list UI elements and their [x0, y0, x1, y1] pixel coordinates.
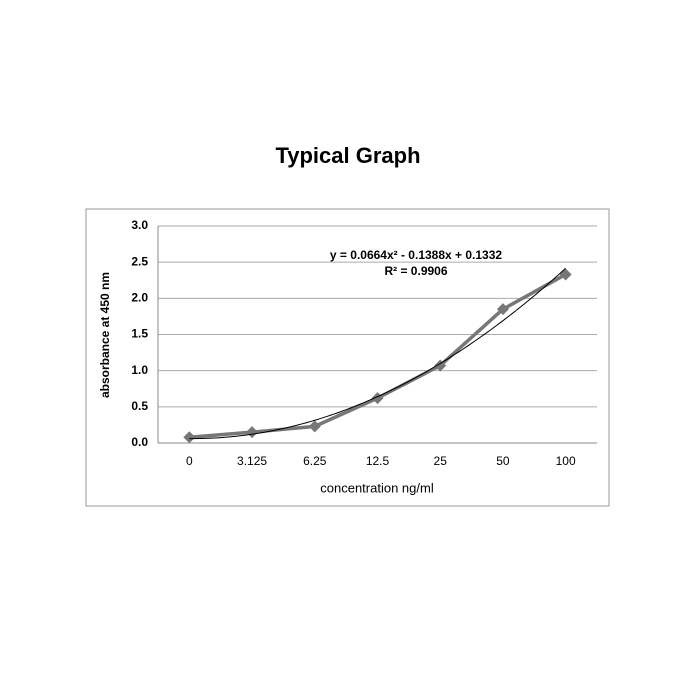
- x-tick-label: 50: [496, 454, 510, 468]
- data-point: [496, 303, 509, 316]
- data-point: [183, 431, 196, 444]
- trendline: [189, 267, 566, 440]
- y-tick-label: 1.0: [131, 363, 148, 377]
- y-tick-label: 1.5: [131, 327, 148, 341]
- y-tick-label: 3.0: [131, 218, 148, 232]
- data-point: [434, 359, 447, 372]
- y-tick-label: 2.0: [131, 291, 148, 305]
- y-axis-label: absorbance at 450 nm: [98, 272, 112, 398]
- x-tick-label: 6.25: [303, 454, 327, 468]
- x-tick-label: 100: [556, 454, 576, 468]
- y-tick-label: 2.5: [131, 254, 148, 268]
- x-tick-label: 0: [186, 454, 193, 468]
- x-tick-label: 25: [434, 454, 448, 468]
- trendline-equation: y = 0.0664x² - 0.1388x + 0.1332: [330, 248, 502, 262]
- x-tick-label: 12.5: [366, 454, 390, 468]
- x-tick-label: 3.125: [237, 454, 267, 468]
- trendline-r2: R² = 0.9906: [384, 264, 447, 278]
- y-tick-label: 0.0: [131, 435, 148, 449]
- chart-frame: [85, 208, 610, 507]
- data-point: [308, 420, 321, 433]
- x-axis-label: concentration ng/ml: [320, 480, 434, 495]
- chart-title: Typical Graph: [275, 143, 420, 168]
- y-tick-label: 0.5: [131, 399, 148, 413]
